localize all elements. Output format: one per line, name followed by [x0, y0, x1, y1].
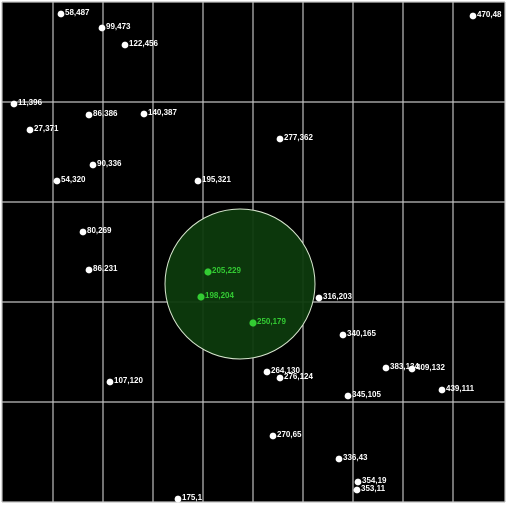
point-marker[interactable]	[382, 364, 390, 372]
point-label: 140,387	[148, 108, 177, 117]
point-label: 86,231	[93, 264, 118, 273]
point-label: 264,130	[271, 366, 300, 375]
point[interactable]: 99,473	[98, 22, 131, 32]
points-layer: 58,487 99,473 122,456 470,48 11,396 86,386 140…	[10, 8, 502, 503]
point-label: 353,11	[361, 484, 386, 493]
point-label: 86,386	[93, 109, 118, 118]
point-label: 107,120	[114, 376, 143, 385]
point-marker[interactable]	[98, 24, 106, 32]
point-marker[interactable]	[276, 374, 284, 382]
point-marker[interactable]	[354, 478, 362, 486]
point-marker[interactable]	[106, 378, 114, 386]
point[interactable]: 383,134	[382, 362, 420, 372]
point[interactable]: 277,362	[276, 133, 314, 143]
point[interactable]: 122,456	[121, 39, 159, 49]
point-label: 122,456	[129, 39, 158, 48]
point-label: 340,165	[347, 329, 376, 338]
point[interactable]: 354,19	[354, 476, 387, 486]
point-marker[interactable]	[89, 161, 97, 169]
point[interactable]: 175,1	[174, 493, 203, 503]
point[interactable]: 270,65	[269, 430, 302, 440]
point-label: 439,111	[446, 384, 475, 393]
point[interactable]: 470,48	[469, 10, 502, 20]
point-label: 175,1	[182, 493, 203, 502]
point[interactable]: 345,105	[344, 390, 382, 400]
point[interactable]: 58,487	[57, 8, 90, 18]
point[interactable]: 80,269	[79, 226, 112, 236]
point-marker[interactable]	[408, 365, 416, 373]
point-marker[interactable]	[249, 319, 257, 327]
highlighted-point[interactable]: 198,204	[197, 291, 234, 301]
point-label: 90,336	[97, 159, 122, 168]
point[interactable]: 276,124	[276, 372, 314, 382]
point-label: 354,19	[362, 476, 387, 485]
point-marker[interactable]	[10, 100, 18, 108]
point[interactable]: 86,386	[85, 109, 118, 119]
highlighted-point[interactable]: 205,229	[204, 266, 241, 276]
point-label: 276,124	[284, 372, 313, 381]
point-marker[interactable]	[194, 177, 202, 185]
point-marker[interactable]	[335, 455, 343, 463]
point-marker[interactable]	[85, 111, 93, 119]
point[interactable]: 353,11	[353, 484, 386, 494]
point[interactable]: 409,132	[408, 363, 446, 373]
point[interactable]: 90,336	[89, 159, 122, 169]
point-label: 345,105	[352, 390, 381, 399]
point-marker[interactable]	[174, 495, 182, 503]
point[interactable]: 195,321	[194, 175, 232, 185]
point-marker[interactable]	[197, 293, 205, 301]
point-marker[interactable]	[204, 268, 212, 276]
point-label: 250,179	[257, 317, 286, 326]
point[interactable]: 107,120	[106, 376, 144, 386]
point-marker[interactable]	[140, 110, 148, 118]
point-marker[interactable]	[79, 228, 87, 236]
point-label: 336,43	[343, 453, 368, 462]
point-marker[interactable]	[121, 41, 129, 49]
point[interactable]: 439,111	[438, 384, 475, 394]
point[interactable]: 54,320	[53, 175, 86, 185]
point-label: 316,203	[323, 292, 352, 301]
point-label: 99,473	[106, 22, 131, 31]
point-marker[interactable]	[469, 12, 477, 20]
point-marker[interactable]	[276, 135, 284, 143]
point-marker[interactable]	[26, 126, 34, 134]
point-label: 11,396	[18, 98, 43, 107]
point-label: 270,65	[277, 430, 302, 439]
point-label: 198,204	[205, 291, 234, 300]
query-radius-circle	[164, 208, 316, 360]
point[interactable]: 340,165	[339, 329, 377, 339]
point-label: 470,48	[477, 10, 502, 19]
point-label: 80,269	[87, 226, 112, 235]
point[interactable]: 316,203	[315, 292, 353, 302]
point-marker[interactable]	[315, 294, 323, 302]
point[interactable]: 86,231	[85, 264, 118, 274]
point-marker[interactable]	[353, 486, 361, 494]
point[interactable]: 11,396	[10, 98, 43, 108]
point-marker[interactable]	[438, 386, 446, 394]
point-marker[interactable]	[57, 10, 65, 18]
point[interactable]: 264,130	[263, 366, 301, 376]
point[interactable]: 336,43	[335, 453, 368, 463]
point-label: 195,321	[202, 175, 231, 184]
highlighted-point[interactable]: 250,179	[249, 317, 286, 327]
point-label: 383,134	[390, 362, 419, 371]
point-marker[interactable]	[269, 432, 277, 440]
point-label: 205,229	[212, 266, 241, 275]
point-label: 54,320	[61, 175, 86, 184]
point-label: 27,371	[34, 124, 59, 133]
point-label: 58,487	[65, 8, 90, 17]
point-marker[interactable]	[53, 177, 61, 185]
point[interactable]: 140,387	[140, 108, 178, 118]
point[interactable]: 27,371	[26, 124, 59, 134]
point-label: 277,362	[284, 133, 313, 142]
point-marker[interactable]	[344, 392, 352, 400]
point-marker[interactable]	[85, 266, 93, 274]
point-marker[interactable]	[263, 368, 271, 376]
point-label: 409,132	[416, 363, 445, 372]
point-marker[interactable]	[339, 331, 347, 339]
